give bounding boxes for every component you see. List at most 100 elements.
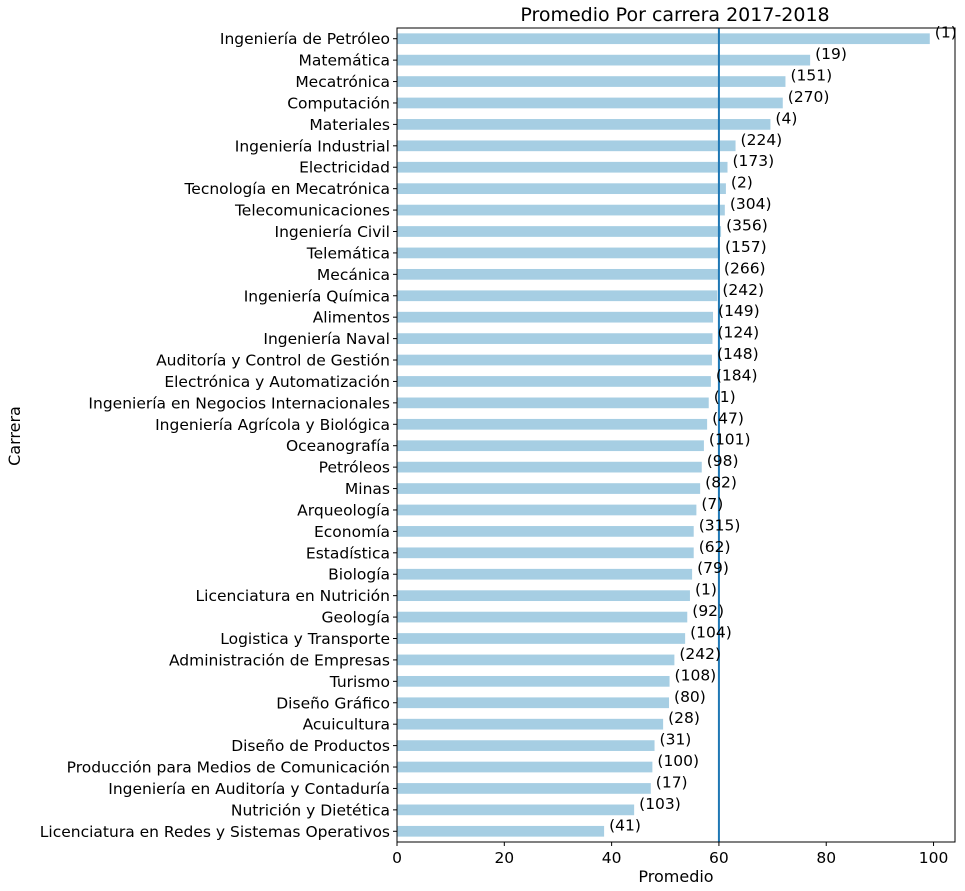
y-axis-label: Carrera (5, 406, 24, 466)
axes-group (393, 27, 956, 843)
category-label: Economía (314, 523, 390, 541)
bar (397, 354, 712, 366)
x-tick-label: 80 (816, 849, 836, 867)
category-label: Licenciatura en Redes y Sistemas Operati… (40, 823, 390, 841)
category-label: Ingeniería de Petróleo (220, 30, 390, 48)
bar (397, 268, 719, 280)
category-label: Electricidad (299, 159, 390, 177)
category-label: Electrónica y Automatización (164, 373, 390, 391)
count-label: (41) (609, 816, 641, 834)
count-label: (7) (701, 495, 723, 513)
bar (397, 504, 697, 516)
count-label: (108) (675, 666, 717, 684)
count-label: (184) (716, 366, 758, 384)
category-label: Telemática (306, 244, 390, 262)
category-label: Administración de Empresas (169, 651, 390, 669)
category-label: Petróleos (319, 459, 390, 477)
category-label: Mecánica (317, 266, 390, 284)
bar (397, 76, 786, 87)
count-label: (62) (699, 538, 731, 556)
category-label: Ingeniería en Auditoría y Contaduría (108, 780, 390, 798)
bar (397, 226, 722, 237)
count-label: (80) (674, 688, 706, 706)
count-label: (31) (660, 731, 692, 749)
bar (397, 461, 702, 473)
category-label: Ingeniería en Negocios Internacionales (88, 394, 390, 412)
category-label: Alimentos (313, 309, 390, 327)
count-label: (2) (731, 174, 753, 192)
bar (397, 804, 635, 816)
count-label: (17) (656, 773, 688, 791)
category-label: Estadística (306, 544, 390, 562)
bar (397, 140, 736, 152)
bar (397, 611, 688, 623)
category-label: Diseño de Productos (231, 737, 390, 755)
count-label: (242) (679, 645, 721, 663)
count-label: (1) (714, 388, 736, 406)
count-label: (1) (935, 24, 957, 42)
count-label: (148) (717, 345, 759, 363)
bar (397, 290, 718, 302)
bar (397, 633, 686, 644)
bar (397, 697, 670, 709)
chart-title: Promedio Por carrera 2017-2018 (520, 4, 829, 26)
bar (397, 825, 605, 837)
category-label: Materiales (309, 116, 390, 134)
count-label: (151) (790, 67, 832, 85)
count-label: (270) (788, 88, 830, 106)
count-label: (47) (712, 409, 744, 427)
x-tick-label: 40 (602, 849, 622, 867)
bar (397, 161, 728, 173)
count-label: (100) (657, 752, 699, 770)
bar (397, 54, 811, 66)
category-label: Matemática (299, 52, 391, 70)
category-labels-group: Ingeniería de Petróleo Matemática Mecatrón… (40, 30, 390, 841)
count-label: (98) (707, 452, 739, 470)
bar (397, 783, 651, 794)
category-label: Ingeniería Naval (263, 330, 390, 348)
bar (397, 204, 725, 216)
category-label: Ingeniería Agrícola y Biológica (155, 416, 390, 434)
count-label: (4) (775, 109, 797, 127)
bar (397, 547, 694, 559)
count-label: (79) (697, 559, 729, 577)
category-label: Ingeniería Industrial (235, 137, 390, 155)
bar (397, 718, 664, 730)
category-label: Arqueología (297, 501, 390, 519)
category-label: Ingeniería Química (244, 287, 390, 305)
count-label: (28) (668, 709, 700, 727)
count-label: (19) (815, 45, 847, 63)
count-label: (82) (705, 474, 737, 492)
bar (397, 440, 704, 452)
count-label: (242) (722, 281, 764, 299)
category-label: Mecatrónica (295, 73, 390, 91)
count-label: (103) (639, 795, 681, 813)
bar (397, 376, 711, 387)
x-tick-label: 0 (392, 849, 402, 867)
bar (397, 97, 783, 109)
category-label: Nutrición y Dietética (231, 801, 390, 819)
bars-group (397, 33, 930, 837)
category-label: Telecomunicaciones (234, 202, 390, 220)
category-label: Computación (287, 94, 390, 112)
count-label: (266) (724, 259, 766, 277)
plot-frame (396, 27, 956, 843)
count-labels-group: (1) (19) (151) (270) (4) (224) (173) (2) (304) (3… (609, 24, 957, 835)
category-label: Minas (345, 480, 390, 498)
count-label: (149) (718, 302, 760, 320)
count-label: (157) (725, 238, 767, 256)
x-tick-label: 60 (709, 849, 729, 867)
category-label: Biología (328, 566, 390, 584)
count-label: (304) (730, 195, 772, 213)
bar (397, 483, 701, 494)
count-label: (224) (741, 131, 783, 149)
x-axis-label: Promedio (638, 867, 713, 886)
count-label: (101) (709, 431, 751, 449)
x-ticks-group: 0 20 40 60 80 100 (392, 842, 948, 867)
x-tick-label: 20 (494, 849, 514, 867)
category-label: Auditoría y Control de Gestión (156, 352, 390, 370)
bar (397, 333, 713, 344)
bar (397, 761, 653, 773)
category-label: Logistica y Transporte (220, 630, 390, 648)
